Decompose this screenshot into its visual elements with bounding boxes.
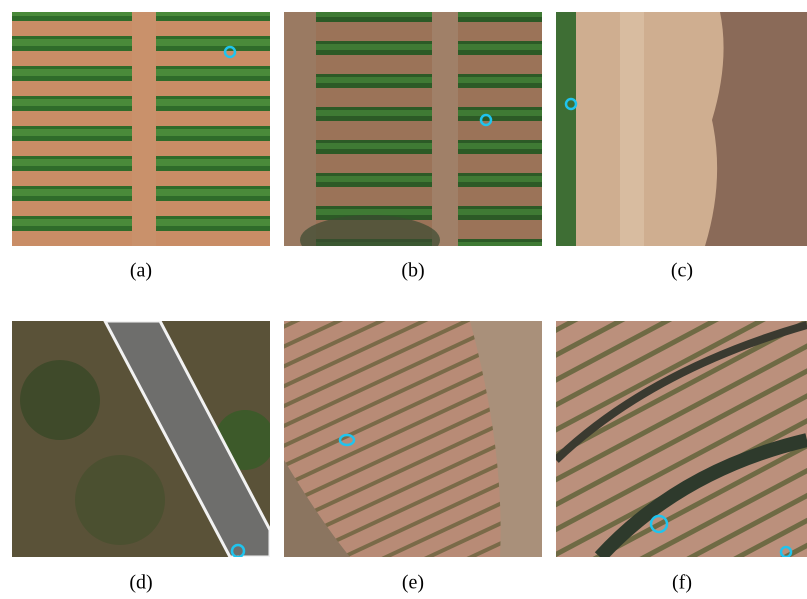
caption: (b): [401, 260, 424, 282]
image-f: [556, 321, 807, 557]
caption: (a): [130, 260, 152, 282]
caption: (f): [672, 572, 692, 594]
caption: (e): [402, 572, 424, 594]
figure: (a) (b) (c) (d) (e) (f): [0, 0, 807, 599]
image-e: [284, 321, 542, 557]
caption: (d): [129, 572, 152, 594]
image-d: [12, 321, 275, 557]
image-a: [12, 12, 270, 246]
image-c: [556, 12, 807, 246]
caption: (c): [671, 260, 693, 282]
image-b: [284, 12, 542, 265]
